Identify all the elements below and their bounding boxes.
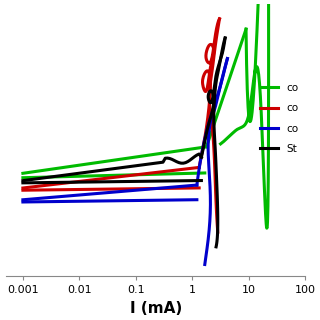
Legend: co, co, co, St: co, co, co, St	[256, 79, 303, 158]
X-axis label: I (mA): I (mA)	[130, 301, 182, 316]
